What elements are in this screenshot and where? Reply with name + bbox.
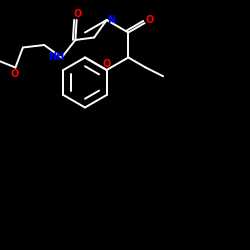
Text: NH: NH [48,52,65,62]
Text: N: N [108,15,116,25]
Text: O: O [102,59,111,69]
Text: O: O [73,10,81,20]
Text: O: O [10,70,18,80]
Text: O: O [145,15,154,25]
